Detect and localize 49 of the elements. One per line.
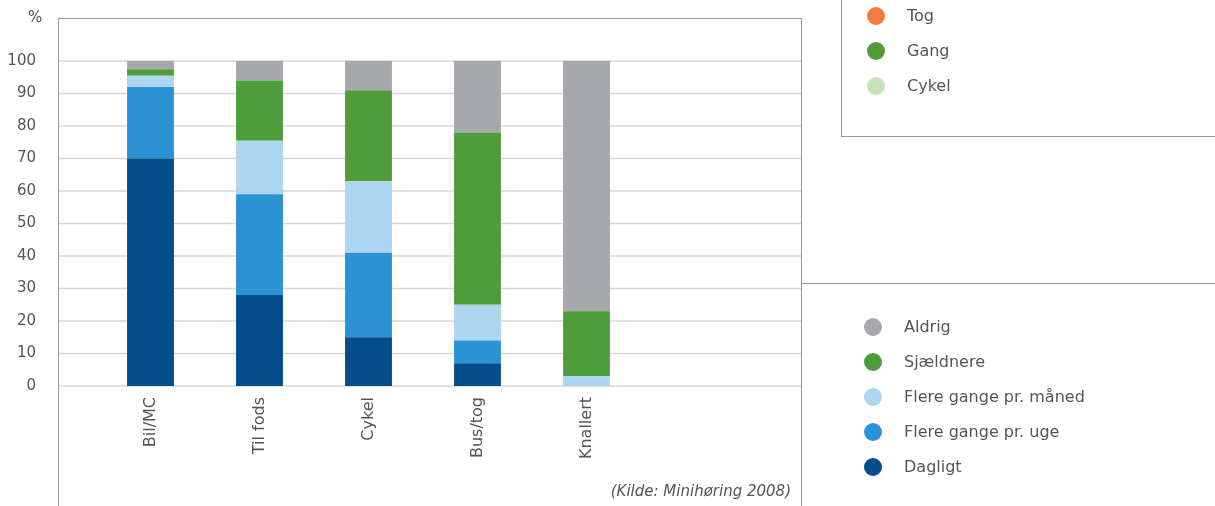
bar <box>236 194 283 295</box>
bar <box>345 181 392 253</box>
bar <box>127 75 174 87</box>
bar <box>345 90 392 182</box>
y-axis-title: % <box>28 8 43 26</box>
bar <box>345 337 392 386</box>
bar <box>236 295 283 386</box>
bar <box>236 61 283 81</box>
bar <box>563 311 610 377</box>
bar <box>127 158 174 386</box>
y-tick-label: 10 <box>16 343 36 362</box>
legend-label: Aldrig <box>904 317 951 336</box>
y-tick-label: 50 <box>16 213 36 232</box>
text: (Kilde: Minihøring 2008) <box>610 482 791 500</box>
x-tick-label: Bus/tog <box>466 397 486 459</box>
bar <box>127 69 174 76</box>
bar <box>563 61 610 312</box>
y-tick-label: 60 <box>16 180 36 199</box>
bar <box>345 61 392 91</box>
bar <box>236 140 283 195</box>
legend-label: Flere gange pr. måned <box>904 387 1085 406</box>
y-tick-label: 90 <box>16 83 36 102</box>
bar <box>236 80 283 141</box>
y-tick-label: 80 <box>16 115 36 134</box>
category-label: Gang <box>907 41 950 60</box>
bar <box>454 363 501 386</box>
y-tick-label: 70 <box>16 148 36 167</box>
y-tick-label: 20 <box>16 310 36 329</box>
bar <box>127 87 174 159</box>
bar <box>563 376 610 386</box>
y-tick-label: 0 <box>26 375 36 394</box>
legend-label: Flere gange pr. uge <box>904 422 1060 441</box>
bar <box>454 340 501 364</box>
bar <box>127 61 174 70</box>
y-tick-label: 30 <box>16 278 36 297</box>
legend-label: Dagligt <box>904 457 962 476</box>
x-tick-label: Bil/MC <box>139 397 159 448</box>
bar <box>454 61 501 133</box>
x-tick-label: Cykel <box>357 397 377 441</box>
x-tick-label: Knallert <box>575 397 595 460</box>
category-label: Cykel <box>907 76 951 95</box>
y-tick-label: 40 <box>16 245 36 264</box>
category-label: Tog <box>907 6 934 25</box>
legend-label: Sjældnere <box>904 352 985 371</box>
bar <box>454 132 501 305</box>
bar <box>454 304 501 341</box>
x-tick-label: Til fods <box>248 397 268 456</box>
y-tick-label: 100 <box>7 50 36 69</box>
bar <box>345 252 392 338</box>
